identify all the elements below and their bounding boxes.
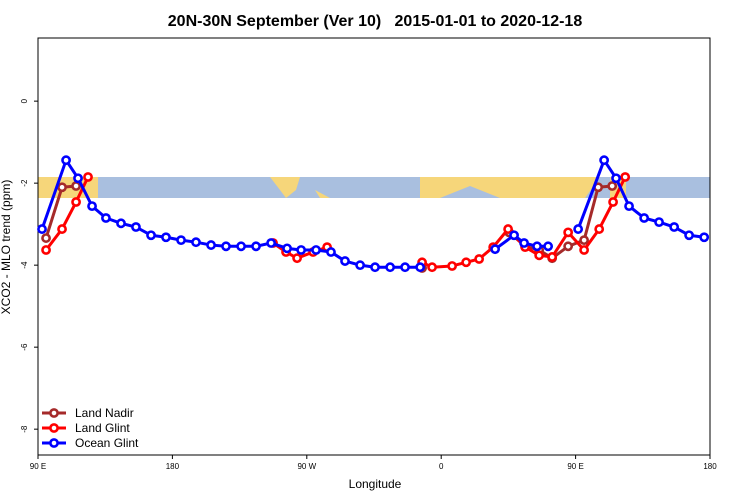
data-point: [547, 252, 558, 262]
data-point: [427, 262, 437, 273]
data-point: [71, 197, 81, 207]
data-point: [57, 182, 67, 193]
legend-label: Land Nadir: [75, 406, 134, 420]
y-tick-label: -6: [20, 343, 29, 351]
data-point: [83, 172, 93, 182]
data-point: [61, 155, 71, 166]
legend-label: Land Glint: [75, 421, 130, 435]
x-tick-label: 90 E: [567, 462, 583, 471]
data-point: [176, 235, 186, 246]
data-point: [41, 233, 51, 243]
data-point: [684, 230, 694, 241]
data-point: [71, 181, 81, 191]
chart-title: 20N-30N September (Ver 10) 2015-01-01 to…: [168, 13, 583, 30]
data-point: [37, 224, 47, 234]
data-point: [509, 230, 519, 241]
data-point: [221, 241, 231, 252]
x-axis-label: Longitude: [349, 477, 402, 491]
legend-marker: [49, 423, 59, 433]
data-point: [191, 237, 201, 248]
data-point: [624, 201, 634, 212]
x-tick-label: 0: [439, 462, 444, 471]
data-point: [669, 222, 680, 232]
x-tick-label: 90 E: [30, 462, 46, 471]
data-point: [563, 241, 574, 252]
data-point: [573, 224, 584, 234]
y-tick-label: -8: [20, 425, 29, 433]
map-strip: [38, 177, 710, 198]
data-point: [385, 262, 396, 273]
data-point: [579, 235, 590, 246]
data-point: [101, 213, 111, 223]
legend-label: Ocean Glint: [75, 436, 139, 450]
data-point: [326, 247, 336, 257]
data-point: [87, 201, 97, 212]
data-point: [41, 245, 51, 255]
y-tick-label: 0: [20, 98, 29, 103]
data-point: [236, 241, 246, 252]
data-point: [611, 173, 621, 184]
data-point: [594, 224, 605, 234]
data-point: [532, 241, 542, 252]
data-point: [116, 218, 126, 229]
data-point: [355, 260, 366, 271]
data-point: [266, 238, 277, 248]
data-point: [146, 230, 156, 241]
data-point: [282, 243, 292, 254]
data-point: [599, 155, 610, 166]
legend-marker: [49, 408, 59, 418]
legend-marker: [49, 438, 59, 448]
data-point: [519, 238, 529, 248]
data-point: [579, 245, 590, 255]
data-point: [161, 232, 171, 243]
data-point: [292, 253, 302, 264]
data-point: [340, 256, 350, 266]
series-line: [40, 158, 705, 269]
data-point: [206, 240, 216, 250]
data-point: [534, 250, 545, 261]
data-point: [311, 245, 321, 255]
data-point: [131, 222, 141, 232]
data-point: [699, 232, 710, 243]
data-point: [563, 227, 574, 238]
data-point: [608, 197, 618, 207]
data-point: [654, 217, 664, 228]
data-point: [639, 213, 650, 223]
x-tick-label: 180: [166, 462, 180, 471]
y-tick-label: -2: [20, 179, 29, 187]
data-point: [620, 172, 631, 182]
data-point: [251, 241, 261, 252]
data-point: [73, 173, 83, 184]
data-point: [543, 241, 554, 252]
data-point: [490, 244, 501, 255]
data-point: [503, 224, 514, 234]
data-point: [461, 257, 472, 268]
x-tick-label: 90 W: [297, 462, 316, 471]
data-point: [296, 245, 307, 255]
data-point: [57, 224, 67, 234]
data-point: [607, 181, 618, 191]
data-point: [415, 262, 426, 273]
y-tick-label: -4: [20, 261, 29, 269]
data-point: [474, 254, 485, 264]
data-point: [370, 262, 380, 273]
x-tick-label: 180: [703, 462, 717, 471]
data-point: [447, 261, 458, 271]
y-axis-label: XCO2 - MLO trend (ppm): [0, 180, 13, 315]
data-point: [400, 262, 410, 273]
plot-frame: [37, 37, 711, 456]
